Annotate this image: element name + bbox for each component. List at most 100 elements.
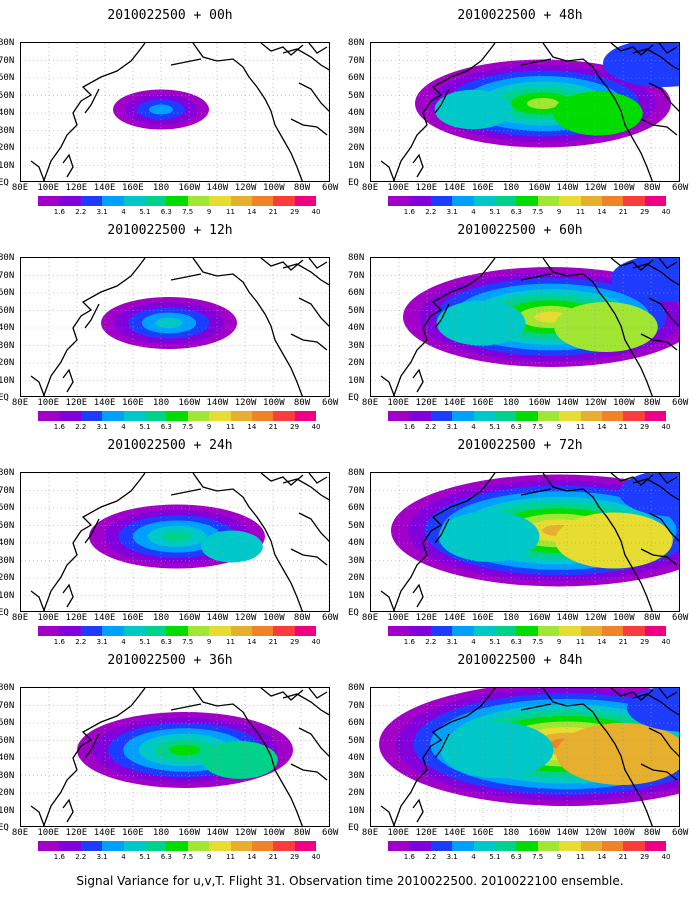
colorbar-swatch: [251, 411, 274, 421]
colorbar-labels: 1.6 2.2 3.1 4 5.1 6.3 7.5 9 11 14 21 29 40: [388, 208, 671, 218]
colorbar-swatch: [123, 626, 145, 636]
colorbar-label: 6.3: [510, 208, 522, 216]
colorbar-label: 7.5: [182, 208, 194, 216]
lon-tick-label: 140W: [556, 613, 579, 623]
lon-tick-label: 100E: [387, 613, 410, 623]
colorbar-swatch: [537, 196, 560, 206]
lon-tick-label: 100E: [37, 183, 60, 193]
figure-caption: Signal Variance for u,v,T. Flight 31. Ob…: [76, 874, 624, 888]
colorbar-label: 6.3: [510, 423, 522, 431]
map-panel: 2010022500 + 72h 80N 70N 60N 50N 40N 30N 20N 10N…: [348, 430, 690, 650]
colorbar-label: 11: [575, 423, 585, 431]
colorbar-label: 14: [247, 638, 257, 646]
colorbar-swatch: [230, 841, 252, 851]
colorbar-swatch: [494, 626, 517, 636]
lat-tick-label: 30N: [0, 770, 15, 781]
lon-tick-label: 80W: [643, 613, 661, 623]
lon-tick-label: 180: [502, 613, 520, 623]
panel-title: 2010022500 + 00h: [107, 8, 233, 23]
colorbar-swatch: [273, 841, 295, 851]
lat-tick-label: 10N: [0, 375, 15, 386]
colorbar-label: 29: [640, 853, 650, 861]
lon-tick-label: 100E: [387, 183, 410, 193]
colorbar-label: 6.3: [510, 853, 522, 861]
lon-tick-label: 100E: [387, 828, 410, 838]
colorbar-swatch: [388, 841, 410, 851]
map-panel: 2010022500 + 24h 80N 70N 60N 50N 40N 30N 20N 10N…: [0, 430, 340, 650]
colorbar-label: 2.2: [75, 853, 87, 861]
colorbar-label: 4: [471, 423, 476, 431]
lon-tick-label: 80W: [643, 828, 661, 838]
lat-tick-label: 80N: [348, 38, 365, 48]
lon-tick-label: 140E: [443, 828, 466, 838]
colorbar-label: 7.5: [532, 638, 544, 646]
lon-tick-label: 100W: [262, 613, 285, 623]
lon-tick-label: 60W: [322, 828, 339, 838]
lon-tick-label: 140E: [93, 398, 116, 408]
colorbar-label: 2.2: [75, 423, 87, 431]
colorbar-label: 5.1: [489, 423, 501, 431]
lon-tick-label: 60W: [322, 183, 339, 193]
colorbar-label: 9: [206, 423, 212, 431]
map-area: [20, 42, 330, 182]
colorbar-label: 29: [290, 853, 300, 861]
lon-tick-label: 80E: [11, 398, 29, 408]
map-area: [20, 472, 330, 612]
map-panel: 2010022500 + 48h 80N 70N 60N 50N 40N 30N 20N 10N…: [348, 0, 690, 220]
colorbar-swatch: [452, 411, 474, 421]
lon-tick-label: 140W: [206, 613, 229, 623]
colorbar-swatch: [166, 411, 188, 421]
lon-tick-label: 160E: [121, 398, 144, 408]
colorbar: [38, 841, 317, 851]
colorbar-label: 5.1: [139, 423, 151, 431]
colorbar-swatch: [123, 196, 145, 206]
lon-tick-label: 140E: [93, 183, 116, 193]
colorbar-label: 21: [618, 638, 628, 646]
colorbar-label: 5.1: [489, 208, 501, 216]
lat-tick-label: 20N: [0, 143, 15, 153]
colorbar-swatch: [601, 196, 624, 206]
colorbar-label: 40: [661, 638, 671, 646]
colorbar-swatch: [644, 841, 667, 851]
lat-tick-label: 30N: [0, 555, 15, 566]
colorbar-swatch: [38, 196, 60, 206]
colorbar-swatch: [452, 841, 474, 851]
lat-tick-label: 70N: [348, 700, 365, 711]
colorbar-swatch: [59, 626, 81, 636]
lat-tick-label: EQ: [348, 393, 359, 403]
colorbar-label: 7.5: [532, 208, 544, 216]
colorbar-label: 14: [597, 208, 607, 216]
colorbar-labels: 1.6 2.2 3.1 4 5.1 6.3 7.5 9 11 14 21 29 40: [38, 853, 321, 863]
colorbar-swatch: [559, 626, 581, 636]
lat-tick-label: 60N: [348, 718, 365, 728]
lon-tick-label: 160E: [121, 613, 144, 623]
colorbar-swatch: [644, 196, 667, 206]
colorbar-swatch: [623, 196, 645, 206]
colorbar-swatch: [516, 196, 538, 206]
lon-tick-label: 140E: [443, 398, 466, 408]
lon-tick-label: 160W: [178, 613, 201, 623]
colorbar-label: 1.6: [53, 853, 65, 861]
colorbar-swatch: [273, 196, 295, 206]
lon-tick-label: 100W: [262, 828, 285, 838]
colorbar-label: 29: [290, 638, 300, 646]
colorbar-label: 3.1: [96, 853, 108, 861]
colorbar-swatch: [409, 841, 431, 851]
lon-tick-label: 120E: [65, 398, 88, 408]
colorbar-swatch: [388, 196, 410, 206]
colorbar-swatch: [409, 411, 431, 421]
lat-tick-label: 10N: [0, 160, 15, 171]
lon-tick-label: 160W: [528, 183, 551, 193]
lon-tick-label: 180: [502, 398, 520, 408]
map-panel: 2010022500 + 84h 80N 70N 60N 50N 40N 30N 20N 10N…: [348, 645, 690, 865]
lat-tick-label: 70N: [348, 485, 365, 496]
map-panel: 2010022500 + 60h 80N 70N 60N 50N 40N 30N 20N 10N…: [348, 215, 690, 435]
colorbar-swatch: [187, 626, 210, 636]
lat-tick-label: 50N: [0, 520, 15, 531]
colorbar-label: 21: [268, 853, 278, 861]
lat-tick-label: 70N: [0, 700, 15, 711]
lat-tick-label: EQ: [348, 178, 359, 188]
colorbar-swatch: [580, 626, 602, 636]
lat-tick-label: 80N: [0, 38, 15, 48]
colorbar: [388, 841, 667, 851]
